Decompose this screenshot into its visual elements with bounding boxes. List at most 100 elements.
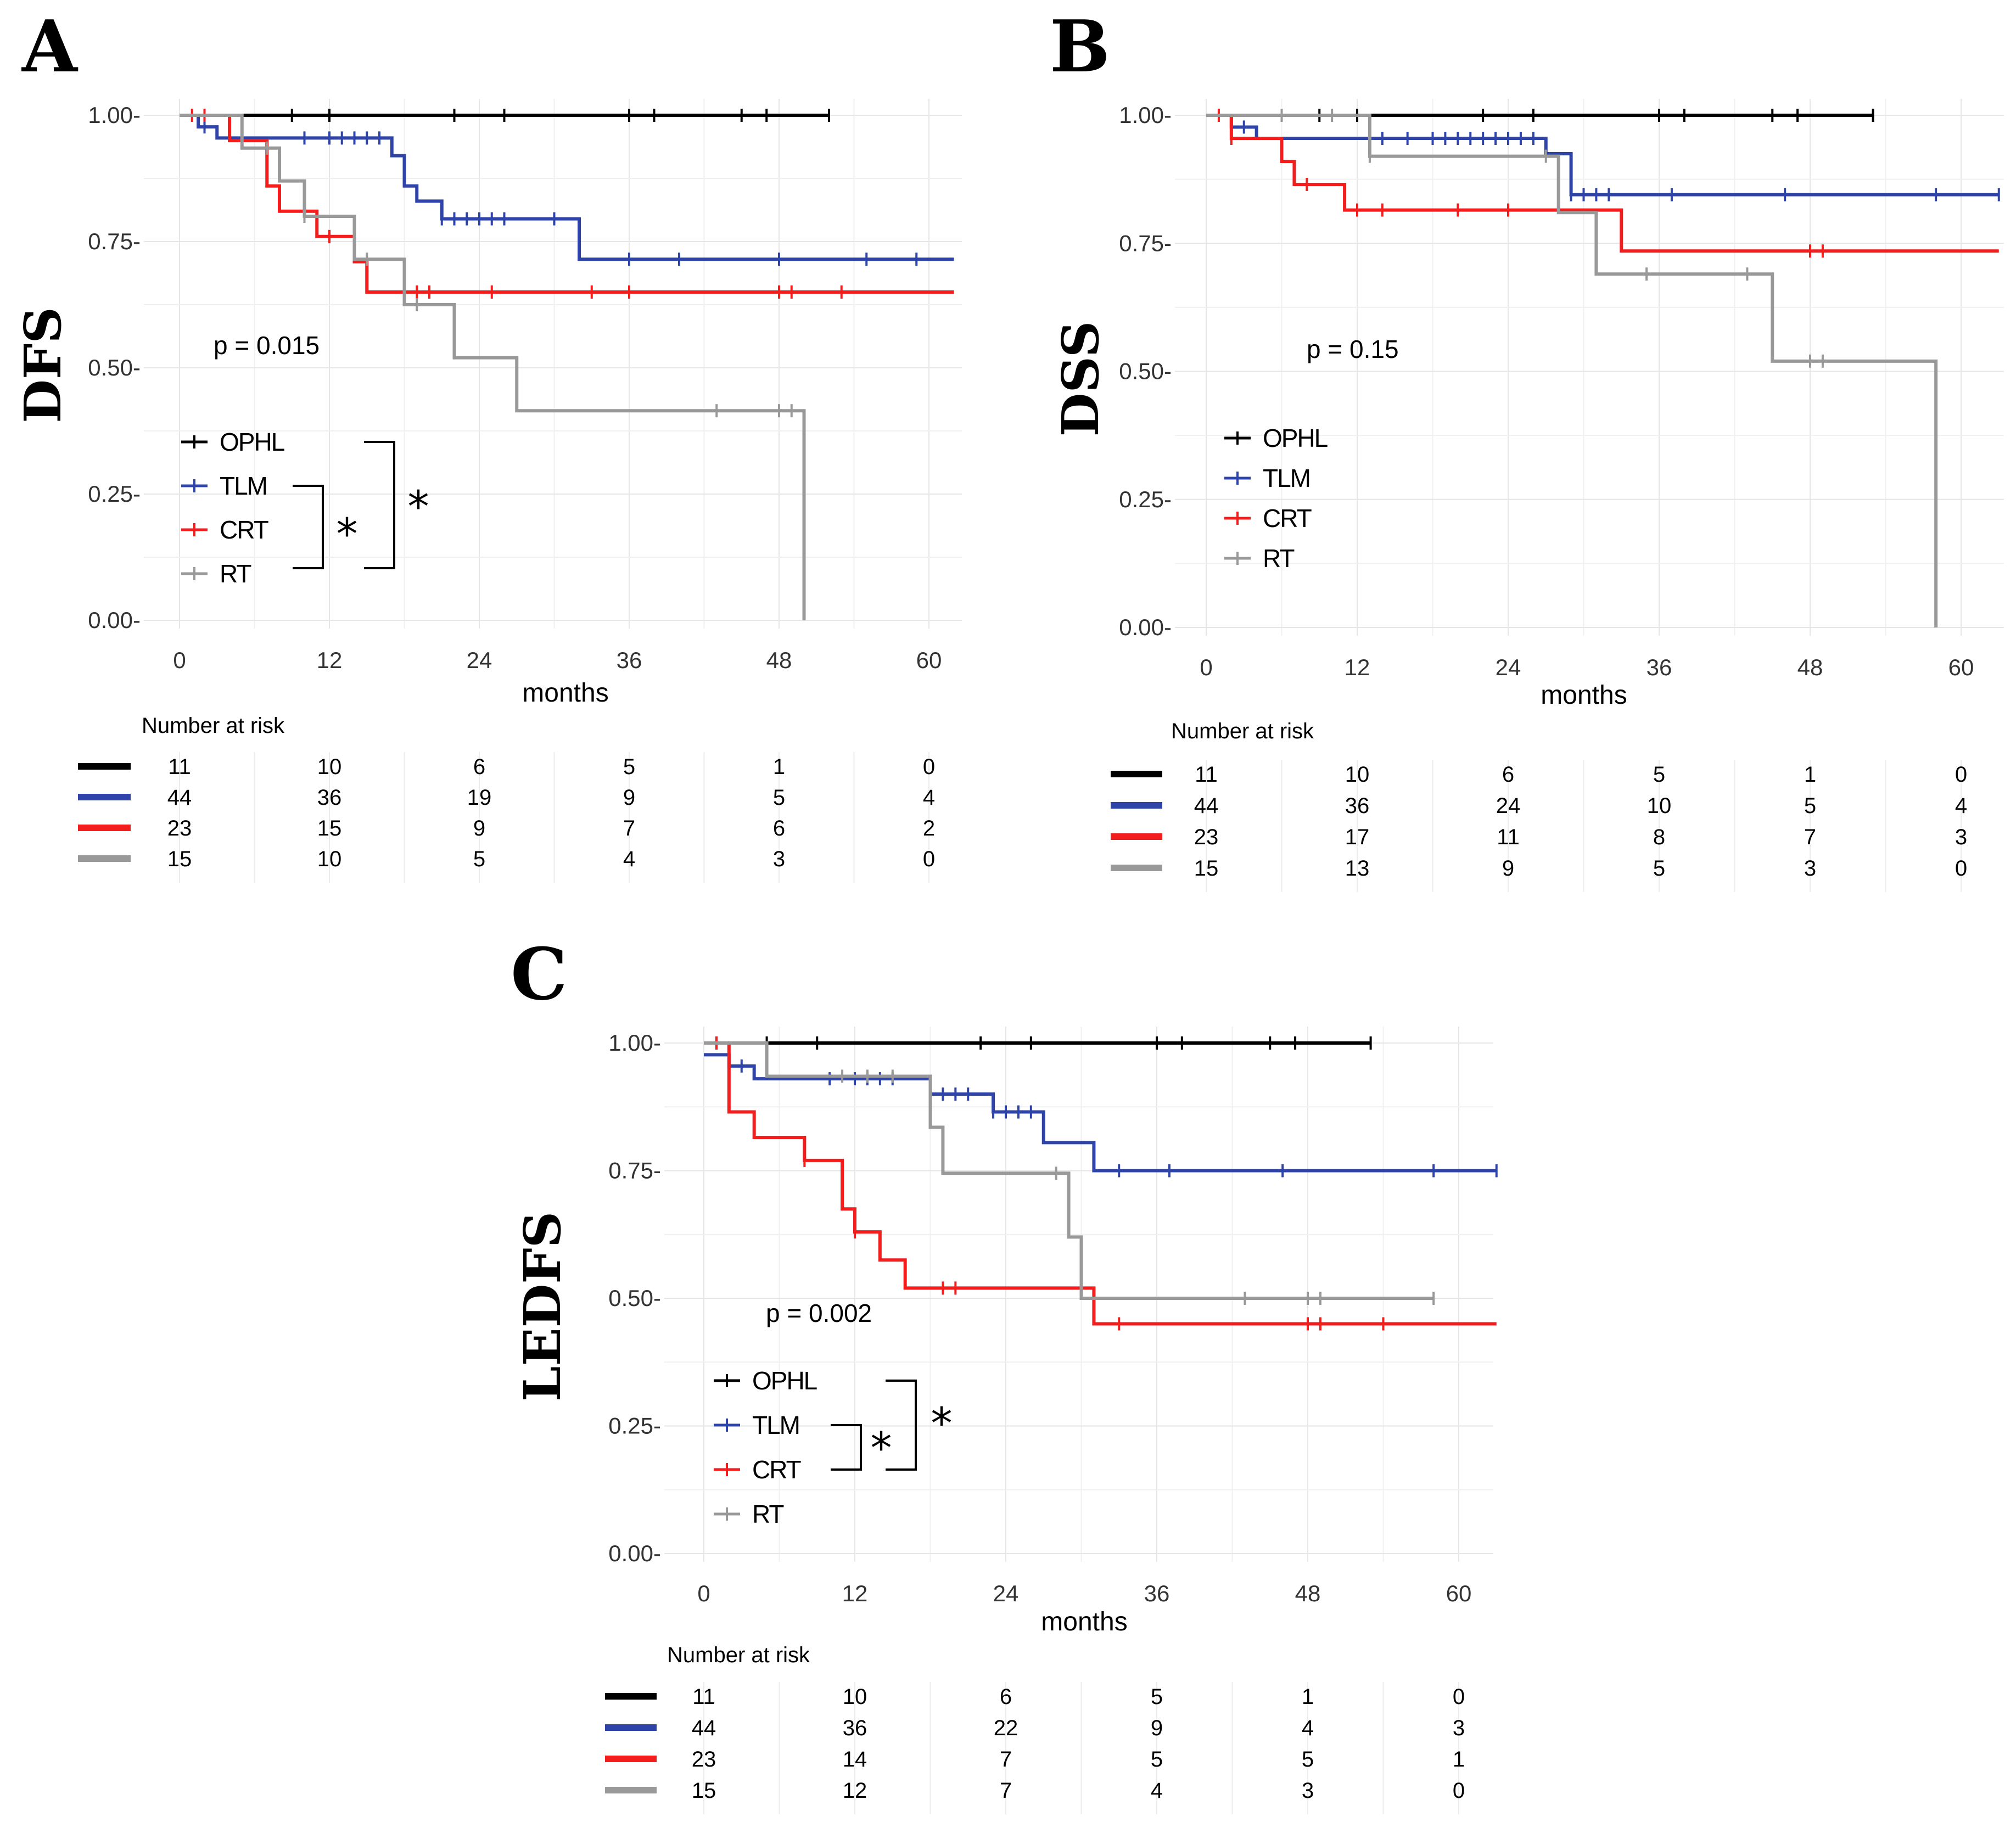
legend-label-ophl: OPHL (752, 1366, 817, 1395)
panel-letter: B (1050, 4, 1110, 88)
risk-value: 5 (1151, 1747, 1163, 1771)
x-tick-label: 12 (1345, 654, 1370, 680)
risk-value: 11 (692, 1685, 715, 1709)
risk-value: 36 (1345, 794, 1370, 818)
legend: OPHL TLM CRT RT (181, 428, 286, 588)
risk-value: 8 (1653, 825, 1665, 849)
risk-value: 6 (1000, 1685, 1012, 1709)
y-axis-label: DFS (13, 307, 72, 423)
risk-value: 1 (1302, 1685, 1314, 1709)
risk-value: 10 (843, 1685, 867, 1709)
curve-rt (1206, 114, 1938, 627)
risk-value: 15 (692, 1779, 716, 1803)
risk-value: 0 (923, 755, 935, 779)
curve-crt (704, 1041, 1497, 1326)
x-tick-label: 60 (1446, 1580, 1472, 1606)
risk-value: 4 (923, 786, 935, 810)
panel-letter: A (21, 4, 79, 88)
legend-label-tlm: TLM (752, 1411, 799, 1439)
gridlines (664, 1027, 1493, 1562)
x-tick-label: 60 (1948, 654, 1974, 680)
risk-value: 9 (473, 816, 485, 840)
risk-value: 3 (1453, 1716, 1465, 1740)
risk-value: 11 (1497, 825, 1520, 849)
risk-value: 36 (317, 786, 342, 810)
risk-value: 44 (1194, 794, 1219, 818)
risk-table-title: Number at risk (142, 714, 285, 738)
risk-value: 3 (773, 847, 785, 871)
risk-value: 10 (317, 847, 342, 871)
gridlines (1175, 99, 2004, 636)
risk-value: 23 (692, 1747, 716, 1771)
risk-value: 7 (1000, 1747, 1012, 1771)
legend-label-tlm: TLM (220, 472, 267, 500)
risk-value: 44 (167, 786, 192, 810)
y-tick-label: 1.00- (608, 1030, 661, 1056)
risk-value: 12 (843, 1779, 867, 1803)
panel-letter: C (511, 932, 567, 1016)
risk-value: 3 (1302, 1779, 1314, 1803)
y-tick-label: 0.25- (608, 1413, 661, 1439)
y-tick-label: 0.50- (608, 1285, 661, 1311)
y-tick-label: 0.25- (88, 481, 141, 507)
risk-value: 4 (1302, 1716, 1314, 1740)
significance-star: * (931, 1399, 953, 1449)
risk-value: 6 (1502, 763, 1514, 787)
x-tick-label: 24 (993, 1580, 1019, 1606)
x-axis-label: months (522, 679, 608, 708)
risk-value: 0 (923, 847, 935, 871)
x-tick-label: 36 (617, 647, 642, 673)
risk-table-title: Number at risk (667, 1643, 810, 1667)
y-tick-label: 0.50- (1119, 358, 1172, 384)
risk-value: 10 (317, 755, 342, 779)
y-tick-label: 0.00- (608, 1540, 661, 1566)
curve-tlm (704, 1053, 1497, 1173)
risk-value: 11 (1195, 763, 1218, 787)
risk-value: 2 (923, 816, 935, 840)
risk-value: 3 (1955, 825, 1967, 849)
x-tick-label: 0 (697, 1580, 710, 1606)
x-tick-label: 12 (842, 1580, 868, 1606)
x-tick-label: 48 (766, 647, 792, 673)
legend-label-crt: CRT (220, 515, 269, 544)
curve-rt (704, 1041, 1434, 1300)
risk-value: 14 (843, 1747, 867, 1771)
risk-value: 4 (1955, 794, 1967, 818)
legend-label-ophl: OPHL (220, 428, 285, 456)
risk-value: 5 (1302, 1747, 1314, 1771)
risk-value: 5 (1653, 856, 1665, 881)
risk-value: 5 (773, 786, 785, 810)
gridlines (144, 99, 962, 629)
x-tick-label: 36 (1647, 654, 1672, 680)
risk-value: 23 (167, 816, 192, 840)
y-tick-label: 0.75- (608, 1158, 661, 1184)
y-tick-label: 0.75- (88, 228, 141, 254)
x-tick-label: 24 (1496, 654, 1521, 680)
y-tick-label: 1.00- (88, 102, 141, 128)
legend-label-tlm: TLM (1263, 464, 1310, 492)
risk-value: 5 (1151, 1685, 1163, 1709)
risk-value: 11 (168, 755, 191, 779)
risk-value: 10 (1345, 763, 1370, 787)
x-axis-label: months (1541, 681, 1627, 710)
risk-value: 4 (623, 847, 635, 871)
legend: OPHL TLM CRT RT (1224, 424, 1329, 573)
x-tick-label: 60 (916, 647, 942, 673)
risk-value: 6 (473, 755, 485, 779)
risk-value: 17 (1345, 825, 1370, 849)
legend-label-rt: RT (752, 1500, 784, 1528)
significance-bracket (293, 485, 324, 569)
curve-crt (1206, 114, 1999, 253)
x-tick-label: 36 (1144, 1580, 1170, 1606)
risk-value: 10 (1647, 794, 1672, 818)
risk-value: 4 (1151, 1779, 1163, 1803)
y-tick-label: 0.50- (88, 355, 141, 380)
curves (1206, 109, 2000, 627)
risk-value: 24 (1496, 794, 1521, 818)
risk-value: 22 (994, 1716, 1018, 1740)
